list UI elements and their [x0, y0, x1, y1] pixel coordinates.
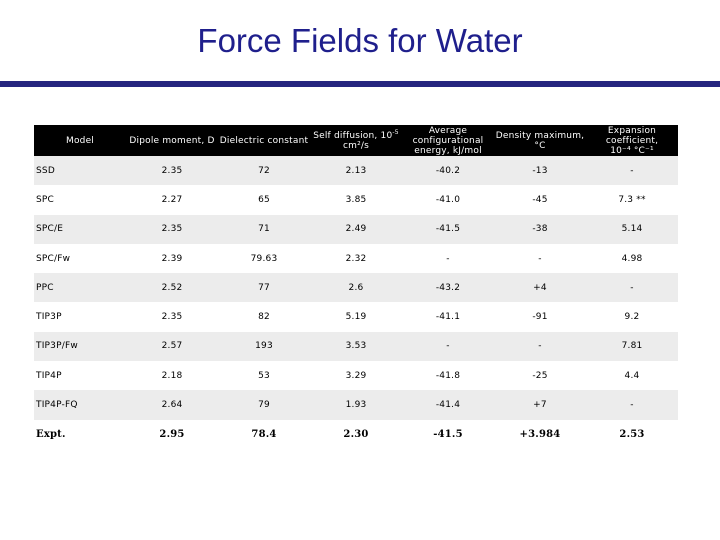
cell-energy: - [402, 331, 494, 362]
cell-density: +7 [494, 390, 586, 420]
header-diffusion-main: Self diffusion, 10 [313, 130, 393, 141]
table-row: TIP4P-FQ 2.64 79 1.93 -41.4 +7- [34, 390, 678, 420]
header-energy: Average configurational energy, kJ/mol [402, 125, 494, 156]
table-header-row: Model Dipole moment, D Dielectric consta… [34, 125, 678, 156]
cell-density: -13 [494, 156, 586, 186]
cell-density: -45 [494, 185, 586, 215]
cell-energy: -43.2 [402, 273, 494, 303]
cell-expansion: - [586, 273, 678, 303]
cell-expansion: 2.53 [586, 419, 678, 449]
cell-diffusion: 3.53 [310, 331, 402, 362]
table-row: SPC/E 2.35 71 2.49 -41.5 -38 5.14 [34, 214, 678, 244]
cell-model: SPC/E [34, 214, 126, 244]
cell-dipole: 2.35 [126, 302, 218, 332]
cell-energy: -41.5 [402, 214, 494, 244]
cell-dipole: 2.57 [126, 331, 218, 362]
cell-dipole: 2.39 [126, 243, 218, 274]
cell-dipole: 2.35 [126, 214, 218, 244]
cell-diffusion: 1.93 [310, 390, 402, 420]
cell-dielectric: 53 [218, 361, 310, 391]
cell-diffusion: 2.49 [310, 214, 402, 244]
cell-energy: -41.1 [402, 302, 494, 332]
header-diffusion-unit: cm²/s [342, 140, 370, 151]
header-expansion-unit: 10⁻⁴ °C⁻¹ [610, 145, 654, 156]
table-row: TIP3P/Fw 2.57 193 3.53- -7.81 [34, 331, 678, 362]
cell-diffusion: 5.19 [310, 302, 402, 332]
header-dielectric: Dielectric constant [218, 125, 310, 156]
cell-density: - [494, 243, 586, 274]
cell-model: SSD [34, 156, 126, 186]
cell-dipole: 2.35 [126, 156, 218, 186]
table-row: SPC/Fw 2.39 79.63 2.32- -4.98 [34, 243, 678, 274]
cell-expansion: 9.2 [586, 302, 678, 332]
cell-dielectric: 77 [218, 273, 310, 303]
cell-dipole: 2.95 [126, 419, 218, 449]
header-expansion: Expansion coefficient, 10⁻⁴ °C⁻¹ [586, 125, 678, 156]
cell-dipole: 2.52 [126, 273, 218, 303]
cell-model: TIP4P-FQ [34, 390, 126, 420]
cell-diffusion: 3.29 [310, 361, 402, 391]
cell-model: Expt. [34, 419, 126, 449]
cell-energy: -40.2 [402, 156, 494, 186]
cell-dielectric: 65 [218, 185, 310, 215]
cell-model: TIP4P [34, 361, 126, 391]
cell-dielectric: 82 [218, 302, 310, 332]
water-force-field-table: Model Dipole moment, D Dielectric consta… [34, 125, 678, 449]
cell-model: TIP3P/Fw [34, 331, 126, 362]
cell-expansion: - [586, 390, 678, 420]
cell-dielectric: 79.63 [218, 243, 310, 274]
table-row: PPC 2.52 77 2.6 -43.2 +4- [34, 273, 678, 303]
table-row: TIP3P 2.35 82 5.19 -41.1 -91 9.2 [34, 302, 678, 332]
cell-diffusion: 2.30 [310, 419, 402, 449]
cell-density: -25 [494, 361, 586, 391]
cell-model: SPC/Fw [34, 243, 126, 274]
header-diffusion: Self diffusion, 10-5 cm²/s [310, 125, 402, 156]
cell-expansion: 4.4 [586, 361, 678, 391]
cell-dipole: 2.18 [126, 361, 218, 391]
cell-diffusion: 2.32 [310, 243, 402, 274]
cell-expansion: 7.81 [586, 331, 678, 362]
cell-dipole: 2.27 [126, 185, 218, 215]
page-title: Force Fields for Water [197, 22, 523, 59]
table-row: SPC 2.27 65 3.85 -41.0 -45 7.3 ** [34, 185, 678, 215]
cell-dielectric: 72 [218, 156, 310, 186]
cell-diffusion: 3.85 [310, 185, 402, 215]
cell-energy: -41.0 [402, 185, 494, 215]
cell-expansion: - [586, 156, 678, 186]
cell-energy: -41.4 [402, 390, 494, 420]
cell-dielectric: 79 [218, 390, 310, 420]
cell-diffusion: 2.6 [310, 273, 402, 303]
title-divider [0, 81, 720, 87]
cell-model: TIP3P [34, 302, 126, 332]
cell-dielectric: 193 [218, 331, 310, 362]
cell-dielectric: 71 [218, 214, 310, 244]
cell-density: -38 [494, 214, 586, 244]
cell-expansion: 4.98 [586, 243, 678, 274]
table-row: Expt. 2.95 78.4 2.30 -41.5 +3.984 2.53 [34, 419, 678, 449]
cell-dipole: 2.64 [126, 390, 218, 420]
header-model: Model [34, 125, 126, 156]
cell-energy: -41.5 [402, 419, 494, 449]
cell-density: - [494, 331, 586, 362]
header-expansion-main: Expansion coefficient, [605, 125, 659, 146]
cell-dielectric: 78.4 [218, 419, 310, 449]
table-row: SSD 2.35 72 2.13 -40.2 -13- [34, 156, 678, 186]
cell-density: +4 [494, 273, 586, 303]
cell-energy: - [402, 243, 494, 274]
cell-expansion: 7.3 ** [586, 185, 678, 215]
header-diffusion-exp: -5 [392, 128, 399, 136]
header-density: Density maximum, °C [494, 125, 586, 156]
cell-expansion: 5.14 [586, 214, 678, 244]
cell-density: -91 [494, 302, 586, 332]
table-row: TIP4P 2.18 53 3.29 -41.8 -25 4.4 [34, 361, 678, 391]
cell-model: PPC [34, 273, 126, 303]
cell-energy: -41.8 [402, 361, 494, 391]
cell-diffusion: 2.13 [310, 156, 402, 186]
header-dipole: Dipole moment, D [126, 125, 218, 156]
cell-density: +3.984 [494, 419, 586, 449]
cell-model: SPC [34, 185, 126, 215]
